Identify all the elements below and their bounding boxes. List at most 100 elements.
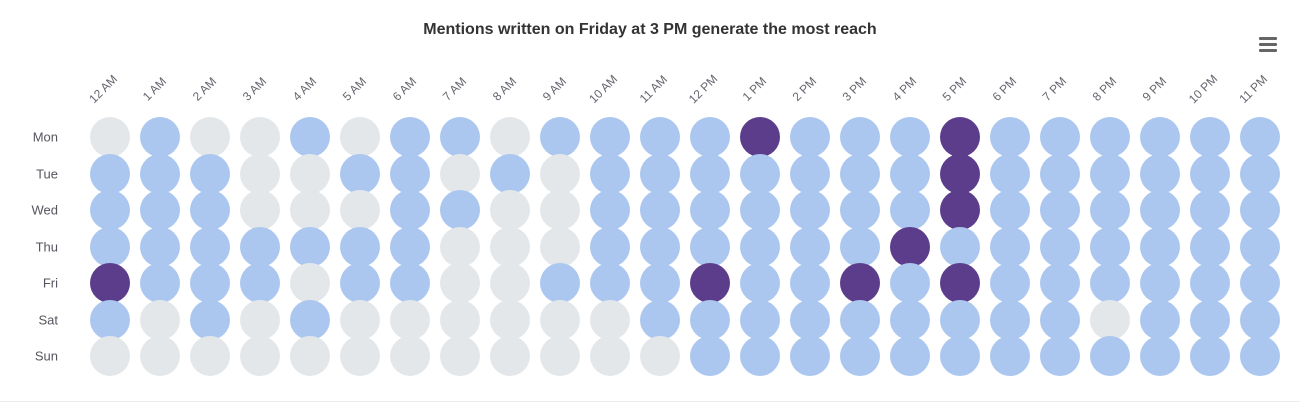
heatmap-cell[interactable] [1090,299,1130,340]
heatmap-cell[interactable] [490,153,530,194]
heatmap-cell[interactable] [1140,153,1180,194]
heatmap-cell[interactable] [740,190,780,230]
heatmap-cell[interactable] [140,336,180,376]
heatmap-cell[interactable] [340,190,380,230]
heatmap-cell[interactable] [890,336,930,376]
heatmap-cell[interactable] [590,190,630,230]
heatmap-cell[interactable] [390,336,430,376]
heatmap-cell[interactable] [390,226,430,267]
heatmap-cell[interactable] [90,190,130,230]
heatmap-cell[interactable] [440,299,480,340]
heatmap-cell[interactable] [1140,190,1180,230]
heatmap-cell[interactable] [90,226,130,267]
heatmap-cell[interactable] [890,226,930,267]
heatmap-cell[interactable] [240,336,280,376]
heatmap-cell[interactable] [240,263,280,303]
heatmap-cell[interactable] [540,153,580,194]
heatmap-cell[interactable] [1090,153,1130,194]
heatmap-cell[interactable] [740,263,780,303]
heatmap-cell[interactable] [140,226,180,267]
heatmap-cell[interactable] [590,226,630,267]
heatmap-cell[interactable] [490,226,530,267]
heatmap-cell[interactable] [190,263,230,303]
heatmap-cell[interactable] [840,226,880,267]
heatmap-cell[interactable] [790,336,830,376]
heatmap-cell[interactable] [690,336,730,376]
heatmap-cell[interactable] [690,190,730,230]
heatmap-cell[interactable] [940,153,980,194]
heatmap-cell[interactable] [740,153,780,194]
heatmap-cell[interactable] [340,226,380,267]
heatmap-cell[interactable] [540,226,580,267]
heatmap-cell[interactable] [540,263,580,303]
heatmap-cell[interactable] [1190,263,1230,303]
heatmap-cell[interactable] [440,226,480,267]
heatmap-cell[interactable] [1140,226,1180,267]
heatmap-cell[interactable] [290,336,330,376]
heatmap-cell[interactable] [890,299,930,340]
heatmap-cell[interactable] [240,190,280,230]
heatmap-cell[interactable] [540,190,580,230]
heatmap-cell[interactable] [1190,336,1230,376]
heatmap-cell[interactable] [190,153,230,194]
heatmap-cell[interactable] [490,336,530,376]
heatmap-cell[interactable] [540,117,580,157]
heatmap-cell[interactable] [340,299,380,340]
heatmap-cell[interactable] [90,299,130,340]
heatmap-cell[interactable] [1040,226,1080,267]
heatmap-cell[interactable] [340,336,380,376]
heatmap-cell[interactable] [1140,117,1180,157]
heatmap-cell[interactable] [640,336,680,376]
heatmap-cell[interactable] [90,263,130,303]
heatmap-cell[interactable] [590,117,630,157]
heatmap-cell[interactable] [240,226,280,267]
heatmap-cell[interactable] [940,226,980,267]
heatmap-cell[interactable] [290,153,330,194]
heatmap-cell[interactable] [990,190,1030,230]
heatmap-cell[interactable] [740,226,780,267]
heatmap-cell[interactable] [1090,117,1130,157]
heatmap-cell[interactable] [1090,336,1130,376]
heatmap-cell[interactable] [840,153,880,194]
heatmap-cell[interactable] [990,263,1030,303]
heatmap-cell[interactable] [790,190,830,230]
heatmap-cell[interactable] [190,226,230,267]
heatmap-cell[interactable] [690,153,730,194]
heatmap-cell[interactable] [390,299,430,340]
heatmap-cell[interactable] [1090,263,1130,303]
heatmap-cell[interactable] [640,263,680,303]
heatmap-cell[interactable] [440,190,480,230]
heatmap-cell[interactable] [1040,336,1080,376]
heatmap-cell[interactable] [190,117,230,157]
heatmap-cell[interactable] [640,190,680,230]
heatmap-cell[interactable] [140,153,180,194]
heatmap-cell[interactable] [590,263,630,303]
heatmap-cell[interactable] [140,190,180,230]
heatmap-cell[interactable] [890,117,930,157]
heatmap-cell[interactable] [340,263,380,303]
heatmap-cell[interactable] [790,263,830,303]
heatmap-cell[interactable] [140,263,180,303]
heatmap-cell[interactable] [390,190,430,230]
heatmap-cell[interactable] [90,336,130,376]
heatmap-cell[interactable] [690,299,730,340]
heatmap-cell[interactable] [740,336,780,376]
heatmap-cell[interactable] [290,263,330,303]
heatmap-cell[interactable] [1140,263,1180,303]
heatmap-cell[interactable] [940,263,980,303]
heatmap-cell[interactable] [140,299,180,340]
heatmap-cell[interactable] [940,190,980,230]
heatmap-cell[interactable] [1040,299,1080,340]
heatmap-cell[interactable] [790,299,830,340]
heatmap-cell[interactable] [290,117,330,157]
heatmap-cell[interactable] [640,299,680,340]
heatmap-cell[interactable] [290,226,330,267]
heatmap-cell[interactable] [90,117,130,157]
heatmap-cell[interactable] [790,153,830,194]
heatmap-cell[interactable] [90,153,130,194]
heatmap-cell[interactable] [990,117,1030,157]
heatmap-cell[interactable] [490,299,530,340]
chart-context-menu-button[interactable] [1259,37,1277,52]
heatmap-cell[interactable] [340,117,380,157]
heatmap-cell[interactable] [840,190,880,230]
